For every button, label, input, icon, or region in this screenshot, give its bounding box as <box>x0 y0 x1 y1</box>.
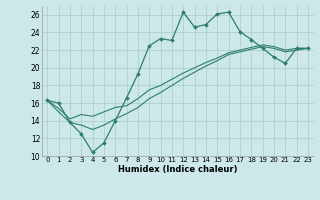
X-axis label: Humidex (Indice chaleur): Humidex (Indice chaleur) <box>118 165 237 174</box>
